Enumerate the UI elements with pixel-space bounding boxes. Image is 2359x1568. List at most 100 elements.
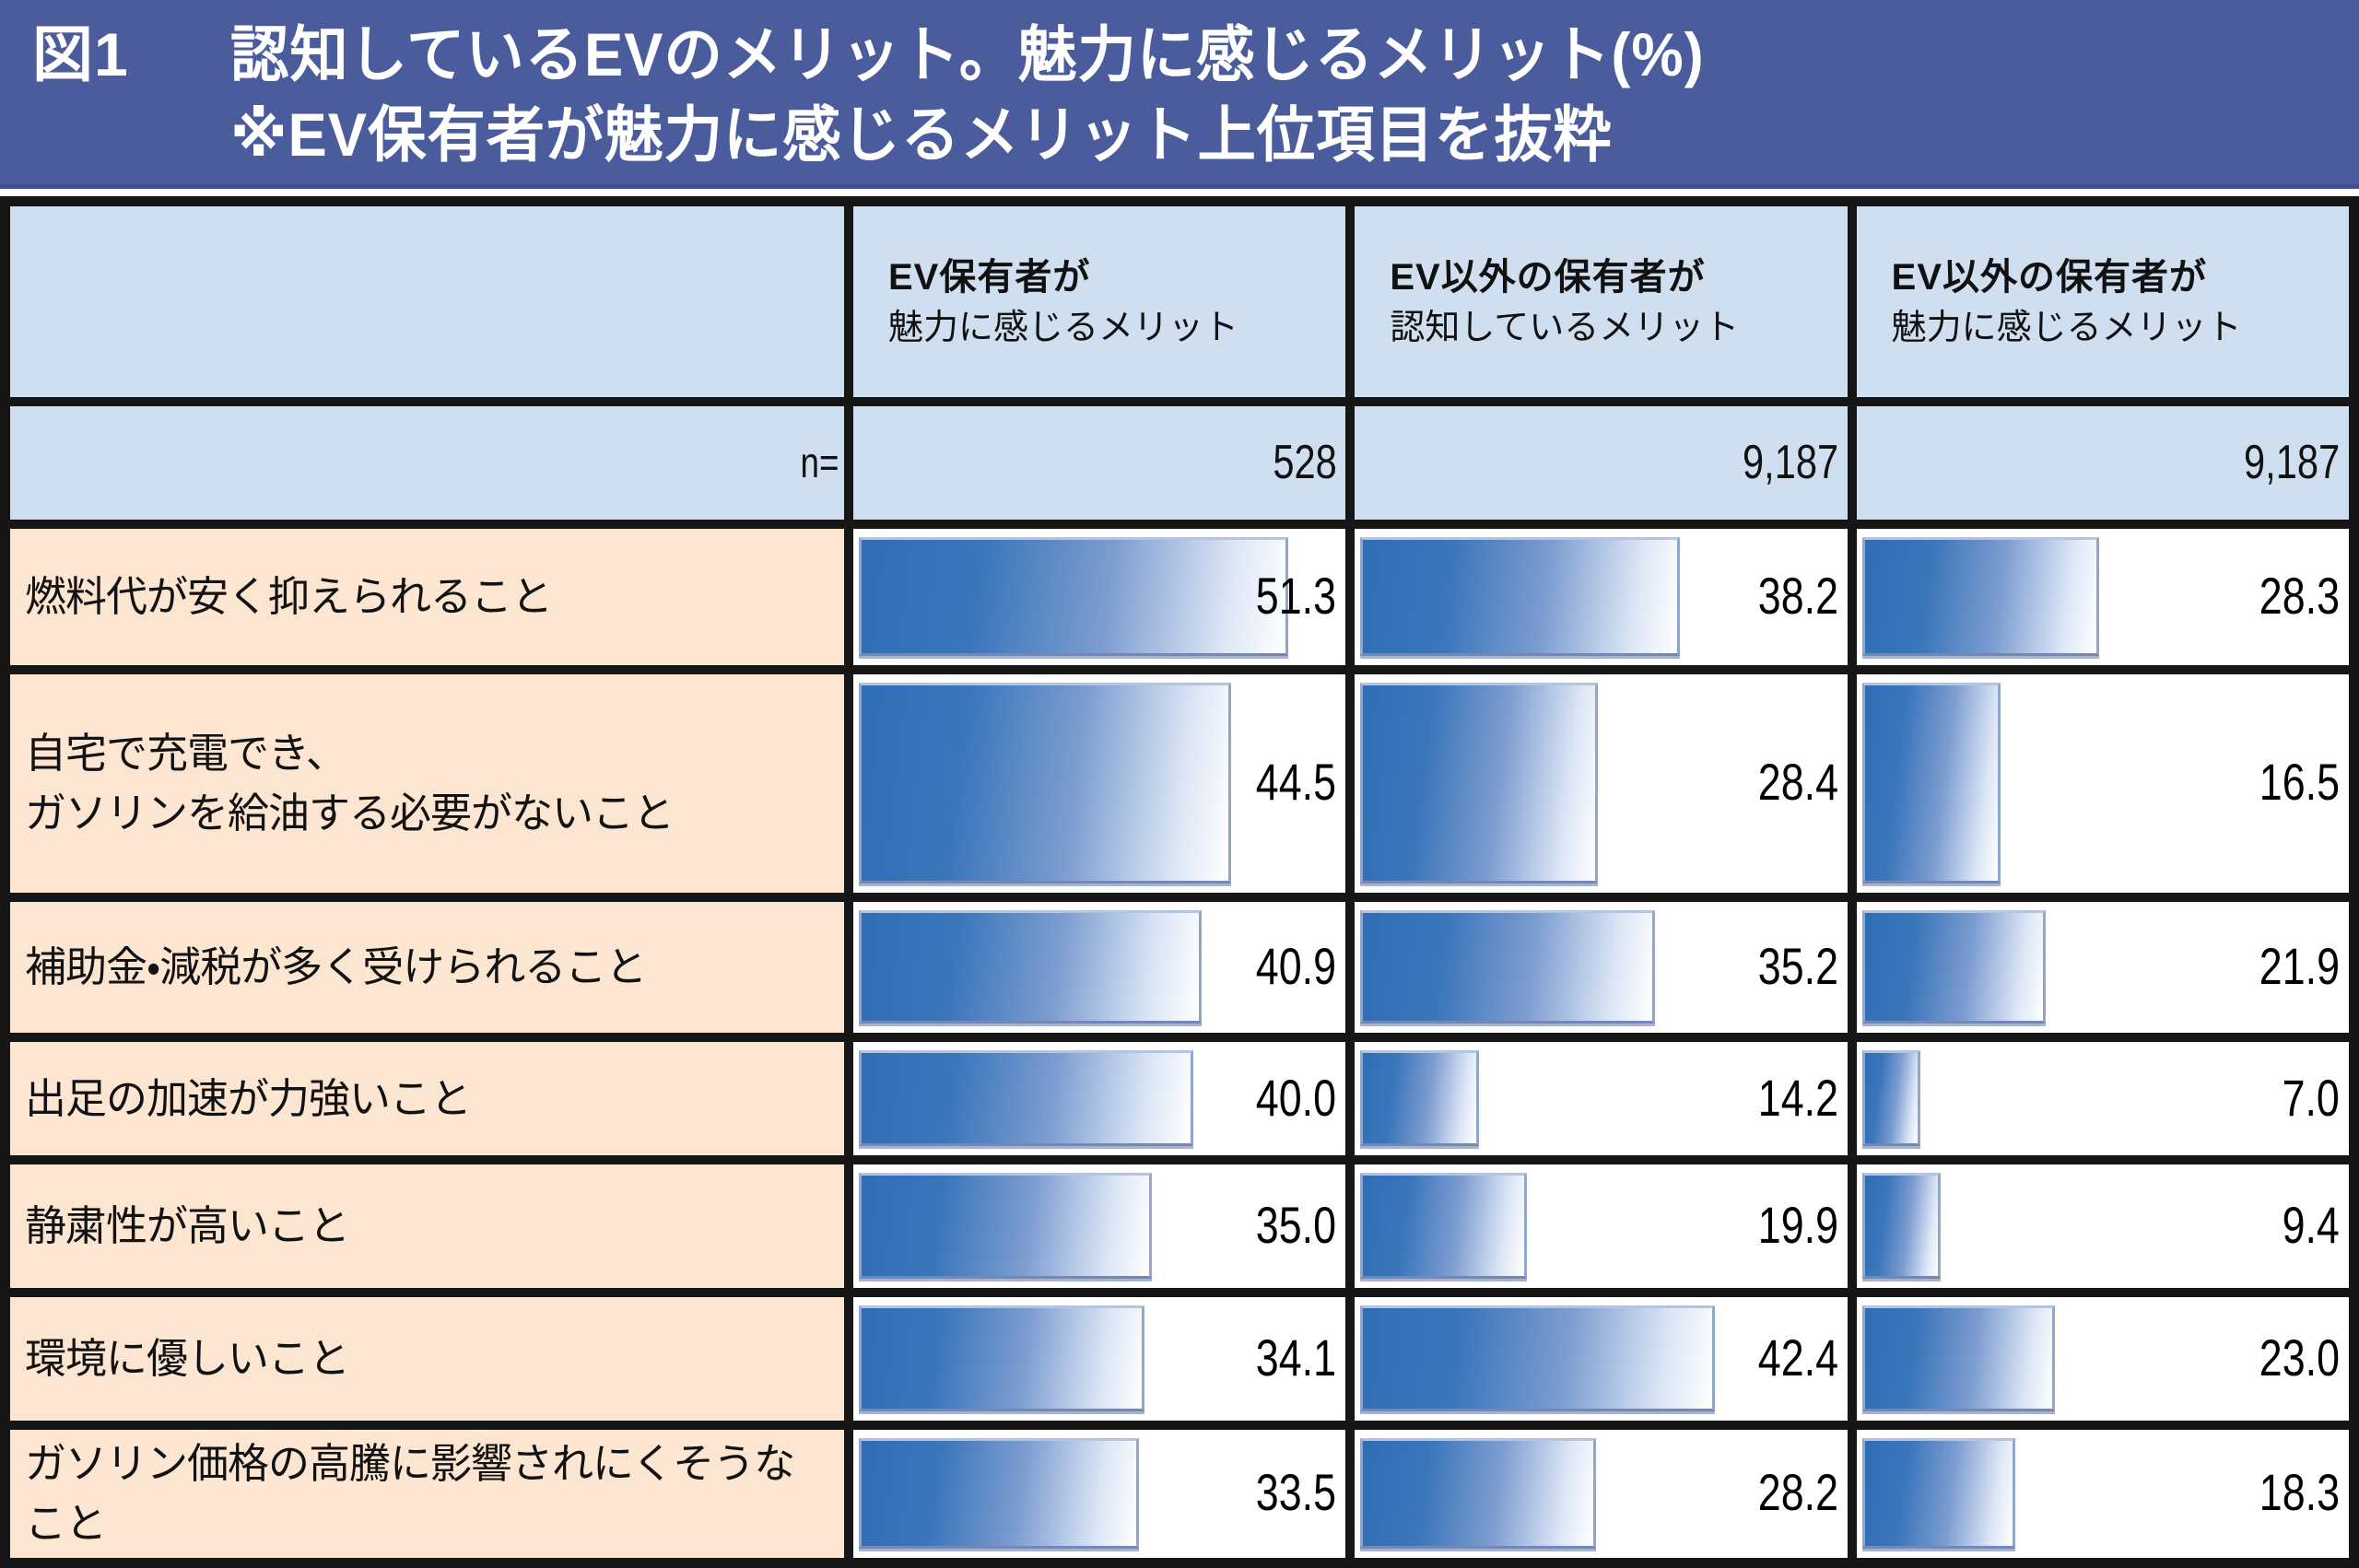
bar-value-label: 19.9 [1757,1196,1838,1255]
column-header-line1: EV保有者が [888,257,1091,298]
column-header-ev-owners: EV保有者が 魅力に感じるメリット [853,206,1346,398]
bar [859,1305,1144,1412]
bar [859,1438,1140,1549]
bar-value-label: 28.2 [1757,1463,1838,1522]
row-label: 燃料代が安く抑えられること [10,528,844,666]
n-value-cell: 9,187 [1355,406,1848,520]
bar-value-label: 14.2 [1757,1068,1838,1127]
bar [859,1172,1152,1280]
bar-track [859,1050,1340,1146]
bar-cell: 7.0 [1856,1042,2349,1155]
n-value-cell: 528 [853,406,1346,520]
n-value-cell: 9,187 [1856,406,2349,520]
bar [1861,909,2046,1024]
bar-value-label: 35.0 [1256,1196,1337,1255]
column-header-non-ev-attracted: EV以外の保有者が 魅力に感じるメリット [1856,206,2349,398]
bar-track [1861,1172,2343,1280]
bar-cell: 14.2 [1355,1042,1848,1155]
column-header-line2: 認知しているメリット [1390,309,1740,348]
bar-value-label: 40.0 [1256,1068,1337,1127]
bar [859,683,1232,883]
column-header-line1: EV以外の保有者が [1891,257,2208,298]
column-header-line2: 魅力に感じるメリット [888,309,1239,348]
bar-cell: 9.4 [1856,1164,2349,1289]
n-value: 9,187 [2243,436,2340,490]
bar-track [1360,536,1841,657]
row-label: 静粛性が高いこと [10,1164,844,1289]
bar-track [859,909,1340,1024]
figure-title-banner: 図1 認知しているEVのメリット。魅力に感じるメリット(%) ※EV保有者が魅力… [0,0,2359,190]
title-line-1: 認知しているEVのメリット。魅力に感じるメリット(%) [230,20,1705,88]
bar-value-label: 44.5 [1256,753,1337,812]
bar-track [859,536,1340,657]
bar [1861,683,2001,883]
bar [1360,683,1599,883]
bar-value-label: 18.3 [2259,1463,2340,1522]
bar [1861,536,2099,657]
bar-track [1360,1050,1841,1146]
bar [859,909,1202,1024]
n-value: 9,187 [1742,436,1838,490]
bar-value-label: 16.5 [2259,753,2340,812]
bar [1360,1305,1716,1412]
bar [1861,1305,2055,1412]
bar-cell: 33.5 [853,1430,1346,1558]
bar-value-label: 23.0 [2259,1328,2340,1387]
bar [1360,1172,1528,1280]
bar-track [859,683,1340,883]
bar-cell: 44.5 [853,674,1346,893]
title-line-2: ※EV保有者が魅力に感じるメリット上位項目を抜粋 [230,100,1613,170]
bar-cell: 28.3 [1856,528,2349,666]
bar-value-label: 35.2 [1757,937,1838,996]
row-label: 自宅で充電でき、 ガソリンを給油する必要がないこと [10,674,844,893]
bar-track [1360,683,1841,883]
bar-value-label: 40.9 [1256,937,1337,996]
column-header-line1: EV以外の保有者が [1390,257,1706,298]
bar-cell: 40.0 [853,1042,1346,1155]
bar-cell: 23.0 [1856,1297,2349,1422]
bar-value-label: 9.4 [2282,1196,2340,1255]
row-label: ガソリン価格の高騰に影響されにくそうなこと [10,1430,844,1558]
bar-track [1861,536,2343,657]
bar [1360,536,1681,657]
bar [859,536,1288,657]
bar-value-label: 7.0 [2282,1068,2340,1127]
bar-cell: 35.0 [853,1164,1346,1289]
bar-cell: 28.2 [1355,1430,1848,1558]
n-equals-text: n= [800,439,839,487]
column-header-non-ev-aware: EV以外の保有者が 認知しているメリット [1355,206,1848,398]
bar-cell: 34.1 [853,1297,1346,1422]
bar [1861,1050,1921,1146]
bar-value-label: 28.3 [2259,567,2340,626]
bar [1360,909,1656,1024]
bar-value-label: 21.9 [2259,937,2340,996]
bar [1360,1438,1597,1549]
bar-track [1861,909,2343,1024]
bar-cell: 38.2 [1355,528,1848,666]
bar-track [1861,1050,2343,1146]
bar-track [1360,909,1841,1024]
bar-cell: 40.9 [853,901,1346,1034]
bar [1861,1438,2015,1549]
column-header-line2: 魅力に感じるメリット [1891,309,2242,348]
merits-table: EV保有者が 魅力に感じるメリット EV以外の保有者が 認知しているメリット E… [0,196,2359,1568]
bar-cell: 16.5 [1856,674,2349,893]
bar-cell: 35.2 [1355,901,1848,1034]
figure-number: 図1 [32,20,129,88]
bar-value-label: 28.4 [1757,753,1838,812]
row-label: 出足の加速が力強いこと [10,1042,844,1155]
bar-track [1861,683,2343,883]
bar-cell: 18.3 [1856,1430,2349,1558]
bar-cell: 21.9 [1856,901,2349,1034]
bar-cell: 42.4 [1355,1297,1848,1422]
bar-value-label: 42.4 [1757,1328,1838,1387]
bar-value-label: 33.5 [1256,1463,1337,1522]
bar-cell: 51.3 [853,528,1346,666]
header-corner-cell [10,206,844,398]
banner-table-gap [0,189,2359,197]
bar-cell: 28.4 [1355,674,1848,893]
bar-value-label: 38.2 [1757,567,1838,626]
bar-cell: 19.9 [1355,1164,1848,1289]
bar [1360,1050,1480,1146]
bar-value-label: 34.1 [1256,1328,1337,1387]
